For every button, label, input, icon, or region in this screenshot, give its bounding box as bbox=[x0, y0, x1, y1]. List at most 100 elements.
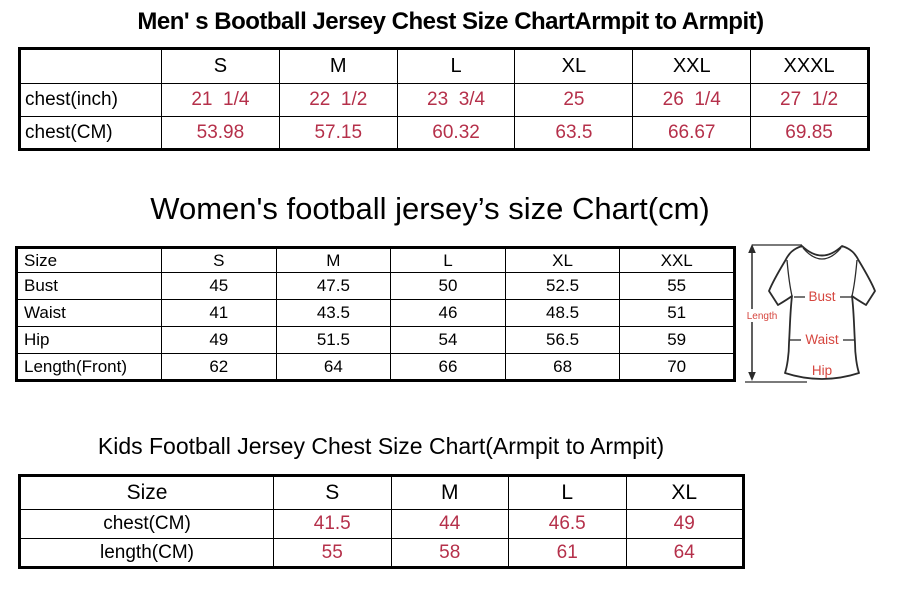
size-column-header: XL bbox=[504, 247, 621, 273]
size-column-header: XXXL bbox=[750, 48, 869, 84]
value-cell: 61 bbox=[508, 538, 627, 568]
mens-size-table: S M L XL XXL XXXL chest(inch) 21 1/4 22 1/2 23 3/… bbox=[18, 47, 870, 151]
womens-chart-title: Women's football jersey’s size Chart(cm) bbox=[150, 191, 710, 226]
value-cell: 27 1/2 bbox=[750, 83, 869, 117]
value-cell: 57.15 bbox=[278, 116, 398, 150]
tshirt-diagram-svg: Length Bust Waist Hip bbox=[745, 244, 876, 383]
table-row: chest(CM) 41.5 44 46.5 49 bbox=[19, 509, 744, 539]
value-cell: 49 bbox=[625, 509, 744, 539]
table-row: Bust 45 47.5 50 52.5 55 bbox=[16, 272, 735, 300]
value-cell: 26 1/4 bbox=[632, 83, 752, 117]
womens-size-table: Size S M L XL XXL Bust 45 47.5 50 52.5 55 Waist 41 43.… bbox=[15, 246, 736, 382]
value-cell: 23 3/4 bbox=[396, 83, 516, 117]
table-row: Length(Front) 62 64 66 68 70 bbox=[16, 353, 735, 381]
table-row: length(CM) 55 58 61 64 bbox=[19, 538, 744, 568]
value-cell: 45 bbox=[161, 272, 277, 300]
size-column-header: S bbox=[273, 475, 392, 510]
hip-label: Hip bbox=[812, 363, 832, 378]
length-label: Length bbox=[747, 311, 778, 322]
value-cell: 47.5 bbox=[275, 272, 392, 300]
size-column-header: L bbox=[508, 475, 627, 510]
value-cell: 53.98 bbox=[161, 116, 280, 150]
value-cell: 25 bbox=[514, 83, 634, 117]
table-row: chest(CM) 53.98 57.15 60.32 63.5 66.67 69.85 bbox=[19, 116, 869, 150]
kids-size-chart-section: Kids Football Jersey Chest Size Chart(Ar… bbox=[0, 433, 901, 569]
value-cell: 64 bbox=[625, 538, 744, 568]
tshirt-outline bbox=[768, 245, 876, 380]
size-column-header: M bbox=[275, 247, 392, 273]
value-cell: 63.5 bbox=[514, 116, 634, 150]
value-cell: 51 bbox=[619, 299, 735, 327]
header-row: Size S M L XL XXL bbox=[16, 247, 735, 273]
arrow-head-down-icon bbox=[748, 372, 756, 381]
row-label: chest(CM) bbox=[19, 509, 274, 539]
value-cell: 64 bbox=[275, 353, 392, 381]
row-label: length(CM) bbox=[19, 538, 274, 568]
value-cell: 55 bbox=[273, 538, 392, 568]
row-label: chest(CM) bbox=[19, 116, 162, 150]
mens-size-chart-section: Men' s Bootball Jersey Chest Size ChartA… bbox=[0, 8, 901, 151]
value-cell: 46.5 bbox=[508, 509, 627, 539]
value-cell: 70 bbox=[619, 353, 735, 381]
size-column-header: XL bbox=[625, 475, 744, 510]
value-cell: 58 bbox=[390, 538, 509, 568]
size-column-header: S bbox=[161, 48, 280, 84]
value-cell: 69.85 bbox=[750, 116, 869, 150]
womens-size-chart-section: Women's football jersey’s size Chart(cm)… bbox=[0, 191, 901, 391]
value-cell: 54 bbox=[390, 326, 506, 354]
value-cell: 68 bbox=[504, 353, 621, 381]
size-column-header: S bbox=[161, 247, 277, 273]
table-row: chest(inch) 21 1/4 22 1/2 23 3/4 25 26 1/4 27 … bbox=[19, 83, 869, 117]
tshirt-measurement-diagram: Length Bust Waist Hip bbox=[745, 243, 901, 391]
value-cell: 55 bbox=[619, 272, 735, 300]
size-column-header: XL bbox=[514, 48, 634, 84]
size-column-header: XXL bbox=[632, 48, 752, 84]
header-row: Size S M L XL bbox=[19, 475, 744, 510]
size-column-header: M bbox=[278, 48, 398, 84]
value-cell: 43.5 bbox=[275, 299, 392, 327]
value-cell: 56.5 bbox=[504, 326, 621, 354]
collar-inner-arc bbox=[802, 247, 842, 260]
mens-chart-title: Men' s Bootball Jersey Chest Size ChartA… bbox=[137, 8, 764, 35]
value-cell: 46 bbox=[390, 299, 506, 327]
label-column-header: Size bbox=[19, 475, 274, 510]
value-cell: 66 bbox=[390, 353, 506, 381]
size-column-header: L bbox=[390, 247, 506, 273]
value-cell: 49 bbox=[161, 326, 277, 354]
kids-chart-title: Kids Football Jersey Chest Size Chart(Ar… bbox=[97, 433, 665, 459]
value-cell: 48.5 bbox=[504, 299, 621, 327]
table-row: Waist 41 43.5 46 48.5 51 bbox=[16, 299, 735, 327]
waist-label: Waist bbox=[805, 332, 838, 347]
value-cell: 62 bbox=[161, 353, 277, 381]
header-row: S M L XL XXL XXXL bbox=[19, 48, 869, 84]
size-column-header: XXL bbox=[619, 247, 735, 273]
value-cell: 41.5 bbox=[273, 509, 392, 539]
label-column-header bbox=[19, 48, 162, 84]
label-column-header: Size bbox=[16, 247, 162, 273]
value-cell: 66.67 bbox=[632, 116, 752, 150]
length-label-backing bbox=[745, 309, 779, 322]
table-row: Hip 49 51.5 54 56.5 59 bbox=[16, 326, 735, 354]
row-label: Hip bbox=[16, 326, 162, 354]
value-cell: 60.32 bbox=[396, 116, 516, 150]
right-sleeve-seam bbox=[851, 259, 858, 297]
size-column-header: L bbox=[396, 48, 516, 84]
arrow-head-up-icon bbox=[748, 244, 756, 253]
row-label: Waist bbox=[16, 299, 162, 327]
row-label: chest(inch) bbox=[19, 83, 162, 117]
value-cell: 50 bbox=[390, 272, 506, 300]
row-label: Length(Front) bbox=[16, 353, 162, 381]
kids-size-table: Size S M L XL chest(CM) 41.5 44 46.5 49 length(CM)… bbox=[18, 474, 745, 569]
size-column-header: M bbox=[390, 475, 509, 510]
womens-table-and-diagram: Size S M L XL XXL Bust 45 47.5 50 52.5 55 Waist 41 43.… bbox=[15, 243, 901, 391]
row-label: Bust bbox=[16, 272, 162, 300]
left-sleeve-seam bbox=[786, 259, 793, 297]
bust-label: Bust bbox=[808, 289, 835, 304]
value-cell: 22 1/2 bbox=[278, 83, 398, 117]
value-cell: 21 1/4 bbox=[161, 83, 280, 117]
value-cell: 51.5 bbox=[275, 326, 392, 354]
value-cell: 59 bbox=[619, 326, 735, 354]
value-cell: 41 bbox=[161, 299, 277, 327]
value-cell: 52.5 bbox=[504, 272, 621, 300]
value-cell: 44 bbox=[390, 509, 509, 539]
